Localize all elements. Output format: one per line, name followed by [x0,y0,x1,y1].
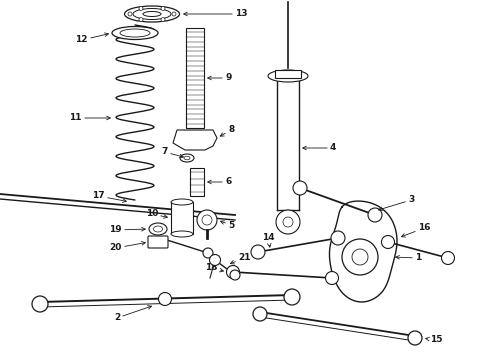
Ellipse shape [268,70,308,82]
Circle shape [128,12,132,16]
Circle shape [342,239,378,275]
Text: 12: 12 [75,33,108,45]
Text: 15: 15 [426,336,442,345]
Text: 5: 5 [220,220,234,230]
Ellipse shape [112,27,158,40]
Ellipse shape [284,289,300,305]
Ellipse shape [203,248,213,258]
Text: 1: 1 [396,253,421,262]
Circle shape [276,210,300,234]
FancyBboxPatch shape [190,168,204,196]
Ellipse shape [230,270,240,280]
FancyBboxPatch shape [148,236,168,248]
FancyBboxPatch shape [171,202,193,234]
FancyBboxPatch shape [186,28,204,128]
Polygon shape [329,201,397,302]
Ellipse shape [441,252,455,265]
Ellipse shape [171,199,193,205]
Text: 11: 11 [70,113,110,122]
FancyBboxPatch shape [275,70,301,78]
Ellipse shape [293,181,307,195]
Text: 8: 8 [220,126,234,136]
Text: 3: 3 [379,195,414,211]
Ellipse shape [251,245,265,259]
Text: 19: 19 [109,225,146,234]
Ellipse shape [382,235,394,248]
Text: 10: 10 [146,210,168,219]
Ellipse shape [408,331,422,345]
Text: 18: 18 [205,264,223,273]
Circle shape [161,6,165,10]
Ellipse shape [180,154,194,162]
Ellipse shape [171,231,193,237]
Text: 7: 7 [162,148,183,158]
Ellipse shape [210,255,220,266]
Text: 16: 16 [401,224,431,237]
Ellipse shape [331,231,345,245]
Ellipse shape [325,271,339,284]
Ellipse shape [253,307,267,321]
Text: 4: 4 [303,144,336,153]
Ellipse shape [149,223,167,235]
Circle shape [139,6,143,10]
Circle shape [197,210,217,230]
Text: 14: 14 [262,234,274,247]
Text: 13: 13 [184,9,247,18]
Ellipse shape [124,6,179,22]
Circle shape [139,18,143,22]
Text: 6: 6 [208,177,231,186]
Ellipse shape [158,292,172,306]
Ellipse shape [32,296,48,312]
Text: 17: 17 [93,192,126,202]
Text: 21: 21 [230,253,250,264]
Circle shape [172,12,176,16]
Polygon shape [173,130,217,150]
Ellipse shape [368,208,382,222]
Ellipse shape [226,266,240,279]
Text: 20: 20 [110,242,146,252]
Text: 9: 9 [208,73,231,82]
Text: 2: 2 [114,306,151,323]
Circle shape [161,18,165,22]
